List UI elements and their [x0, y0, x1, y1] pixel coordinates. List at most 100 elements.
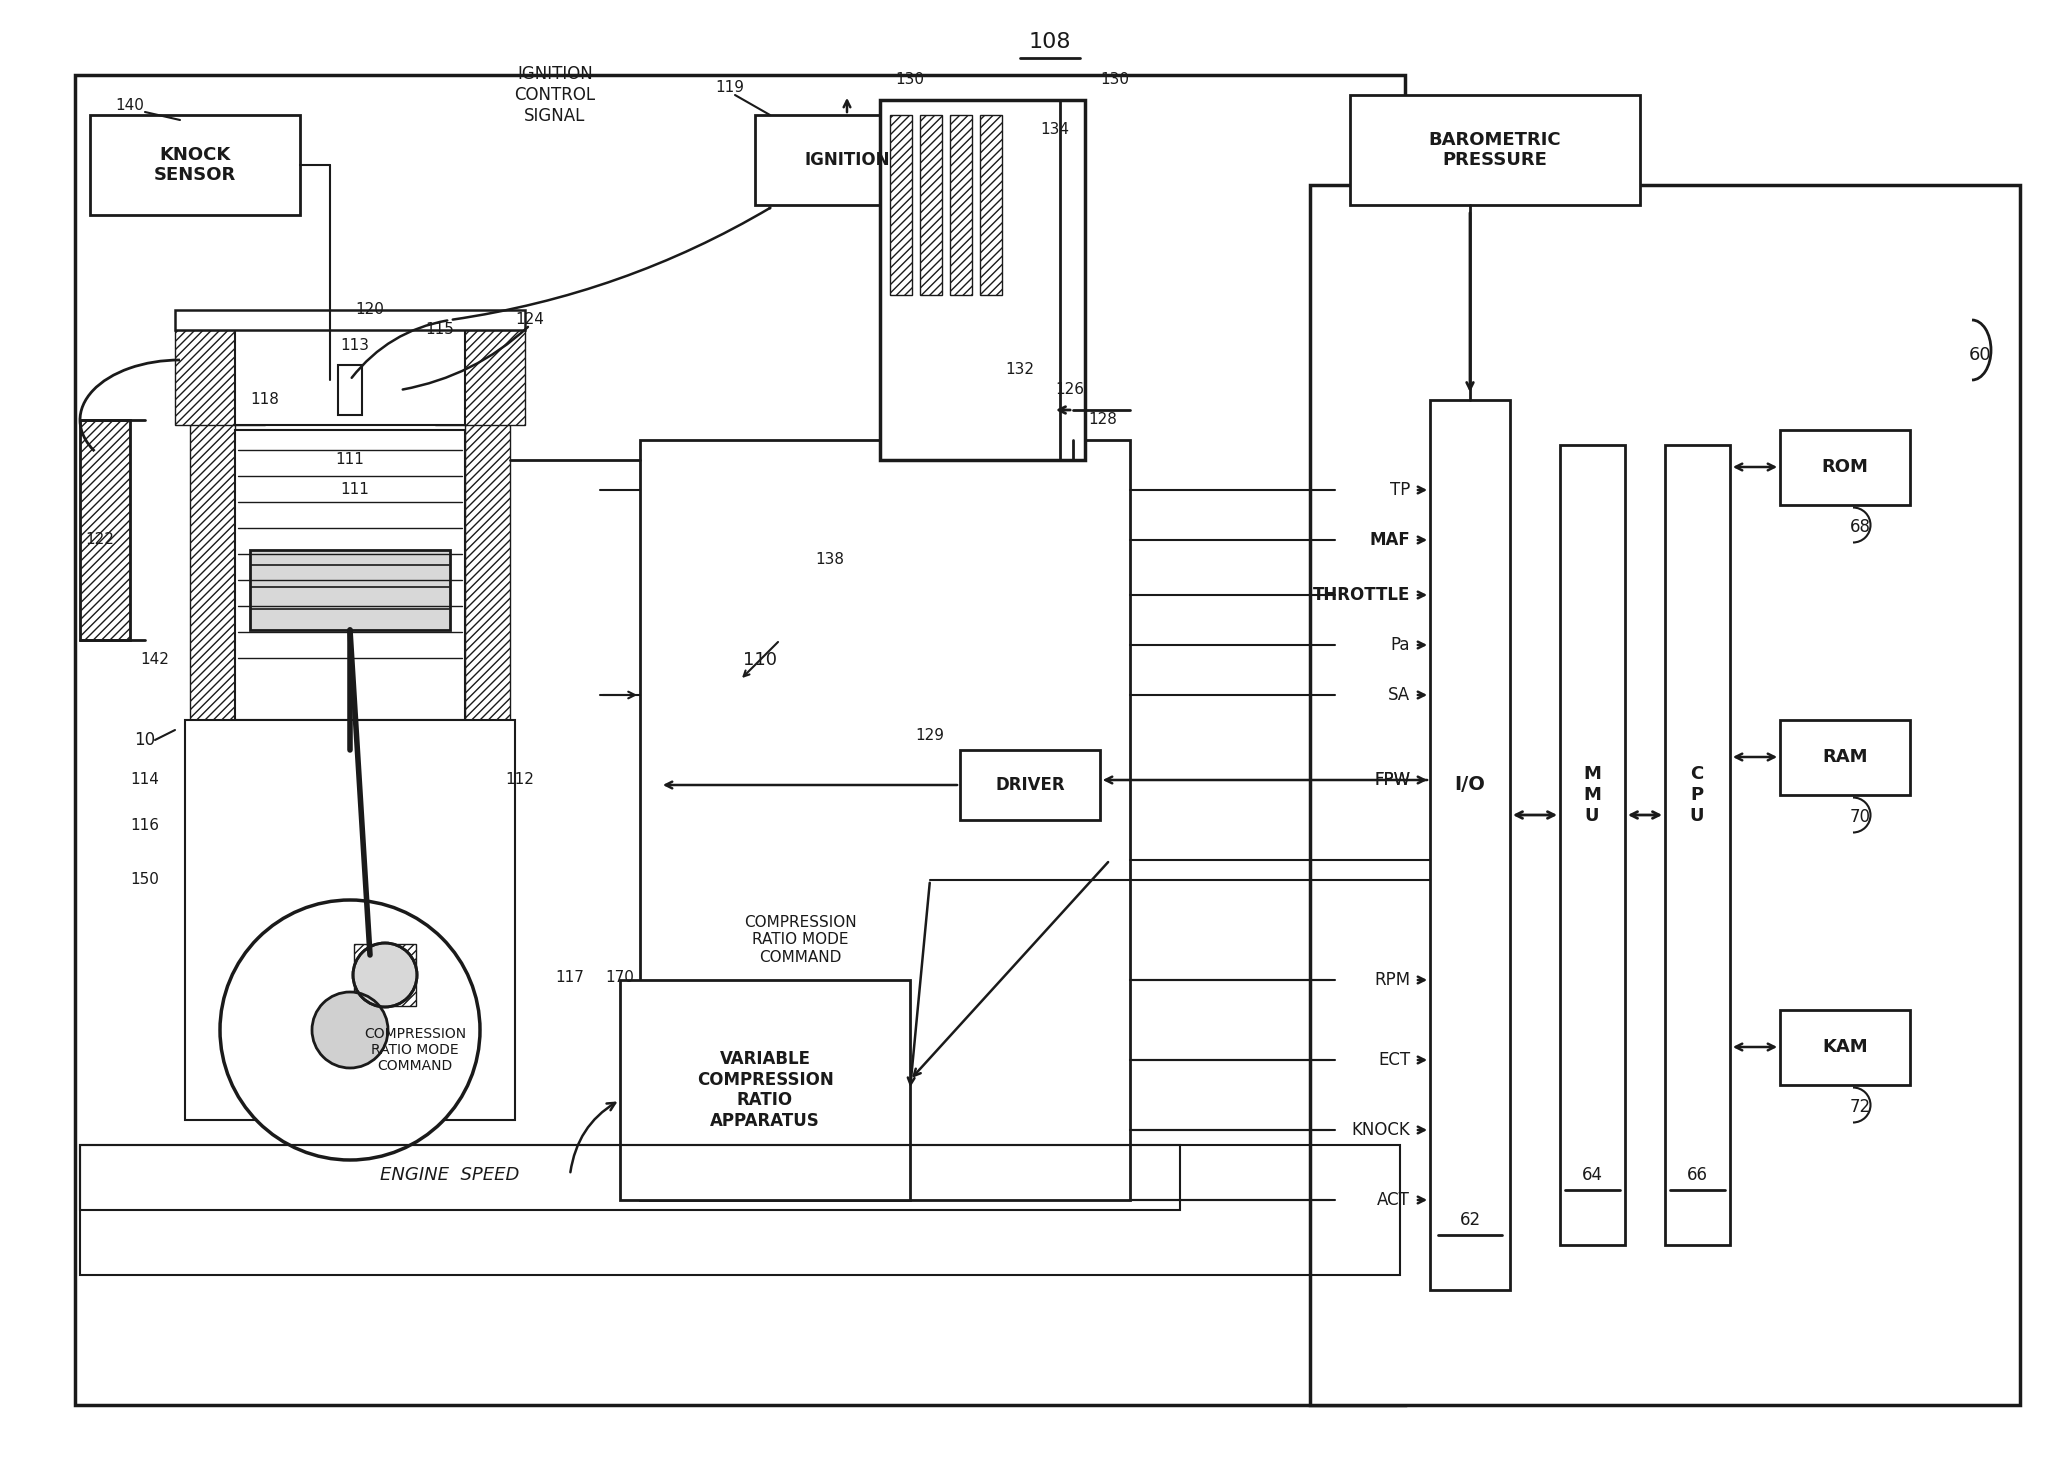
Text: 170: 170	[606, 971, 635, 986]
Bar	[1310, 185, 2019, 1405]
Text: ROM: ROM	[1821, 458, 1868, 476]
Text: 130: 130	[1101, 73, 1130, 88]
Text: 128: 128	[1088, 413, 1117, 428]
Bar	[466, 420, 509, 720]
Bar	[337, 365, 362, 415]
Text: Pa: Pa	[1390, 637, 1409, 654]
Text: IGNITION
CONTROL
SIGNAL: IGNITION CONTROL SIGNAL	[515, 66, 596, 124]
Text: ECT: ECT	[1378, 1051, 1409, 1069]
Text: 110: 110	[743, 651, 778, 669]
Bar	[236, 431, 466, 720]
Text: IGNITION: IGNITION	[805, 150, 890, 169]
Text: MAF: MAF	[1370, 531, 1409, 549]
Text: 142: 142	[141, 653, 170, 667]
Text: SA: SA	[1388, 686, 1409, 704]
Text: RAM: RAM	[1823, 748, 1868, 766]
Text: 111: 111	[341, 482, 370, 498]
Bar	[434, 330, 526, 425]
Bar	[890, 115, 912, 295]
Text: BAROMETRIC
PRESSURE: BAROMETRIC PRESSURE	[1430, 130, 1562, 169]
Text: ACT: ACT	[1378, 1191, 1409, 1209]
FancyArrowPatch shape	[403, 327, 528, 390]
Bar	[190, 420, 236, 720]
Bar	[981, 115, 1001, 295]
Text: 112: 112	[505, 772, 534, 787]
Bar	[81, 1145, 1179, 1210]
Bar	[81, 420, 130, 639]
FancyArrowPatch shape	[453, 207, 770, 320]
FancyArrowPatch shape	[571, 1102, 614, 1172]
Bar	[639, 439, 1130, 1200]
Bar	[176, 310, 526, 330]
Bar	[921, 115, 941, 295]
Text: M
M
U: M M U	[1583, 765, 1601, 825]
FancyArrowPatch shape	[743, 642, 778, 676]
Text: 119: 119	[716, 79, 745, 95]
Text: 60: 60	[1970, 346, 1990, 364]
Bar	[621, 980, 910, 1200]
Text: KNOCK: KNOCK	[1351, 1121, 1409, 1139]
Text: 132: 132	[1006, 362, 1034, 378]
Text: 10: 10	[134, 731, 155, 749]
Text: 134: 134	[1041, 123, 1070, 137]
Bar	[1779, 1010, 1910, 1085]
Bar	[236, 330, 466, 425]
Bar	[74, 74, 1405, 1405]
Text: 115: 115	[426, 323, 455, 337]
Bar	[1349, 95, 1641, 204]
Bar	[354, 945, 416, 1006]
Bar	[176, 330, 265, 425]
Text: KNOCK
SENSOR: KNOCK SENSOR	[153, 146, 236, 184]
Text: 138: 138	[815, 552, 844, 568]
Text: FPW: FPW	[1374, 771, 1409, 788]
Text: 68: 68	[1850, 518, 1870, 536]
Text: 108: 108	[1028, 32, 1072, 53]
Text: 122: 122	[85, 533, 114, 548]
Text: 120: 120	[356, 302, 385, 317]
Text: ENGINE  SPEED: ENGINE SPEED	[381, 1167, 519, 1184]
Text: THROTTLE: THROTTLE	[1312, 585, 1409, 604]
Text: 114: 114	[130, 772, 159, 787]
Text: TP: TP	[1390, 480, 1409, 499]
Bar	[879, 99, 1084, 460]
Bar	[1779, 431, 1910, 505]
Text: 64: 64	[1581, 1167, 1603, 1184]
Text: 111: 111	[335, 453, 364, 467]
Text: C
P
U: C P U	[1690, 765, 1705, 825]
Text: 124: 124	[515, 312, 544, 327]
Bar	[1666, 445, 1730, 1245]
Bar	[1430, 400, 1510, 1291]
Bar	[81, 1145, 1401, 1275]
Circle shape	[219, 899, 480, 1161]
Text: FPW: FPW	[1374, 771, 1409, 788]
Bar	[184, 720, 515, 1120]
Text: 129: 129	[914, 727, 946, 743]
Text: I/O: I/O	[1455, 775, 1486, 794]
Bar	[1560, 445, 1624, 1245]
Text: VARIABLE
COMPRESSION
RATIO
APPARATUS: VARIABLE COMPRESSION RATIO APPARATUS	[697, 1050, 834, 1130]
Bar	[250, 550, 449, 631]
Text: 72: 72	[1850, 1098, 1870, 1115]
Text: 70: 70	[1850, 807, 1870, 826]
Text: 150: 150	[130, 873, 159, 888]
Bar	[755, 115, 939, 204]
Text: 118: 118	[250, 393, 279, 407]
Text: DRIVER: DRIVER	[995, 777, 1066, 794]
Text: 113: 113	[341, 337, 370, 352]
Text: 62: 62	[1459, 1210, 1481, 1229]
Bar	[950, 115, 972, 295]
Text: COMPRESSION
RATIO MODE
COMMAND: COMPRESSION RATIO MODE COMMAND	[743, 915, 857, 965]
Text: 130: 130	[896, 73, 925, 88]
Text: RPM: RPM	[1374, 971, 1409, 988]
Bar	[81, 420, 130, 639]
Text: 140: 140	[116, 98, 145, 112]
Text: COMPRESSION
RATIO MODE
COMMAND: COMPRESSION RATIO MODE COMMAND	[364, 1026, 466, 1073]
Circle shape	[354, 943, 418, 1007]
Bar	[1779, 720, 1910, 796]
Text: 116: 116	[130, 818, 159, 832]
Text: 117: 117	[557, 971, 583, 986]
Text: 126: 126	[1055, 383, 1084, 397]
FancyArrowPatch shape	[352, 320, 447, 378]
Text: KAM: KAM	[1823, 1038, 1868, 1056]
Text: 66: 66	[1686, 1167, 1707, 1184]
